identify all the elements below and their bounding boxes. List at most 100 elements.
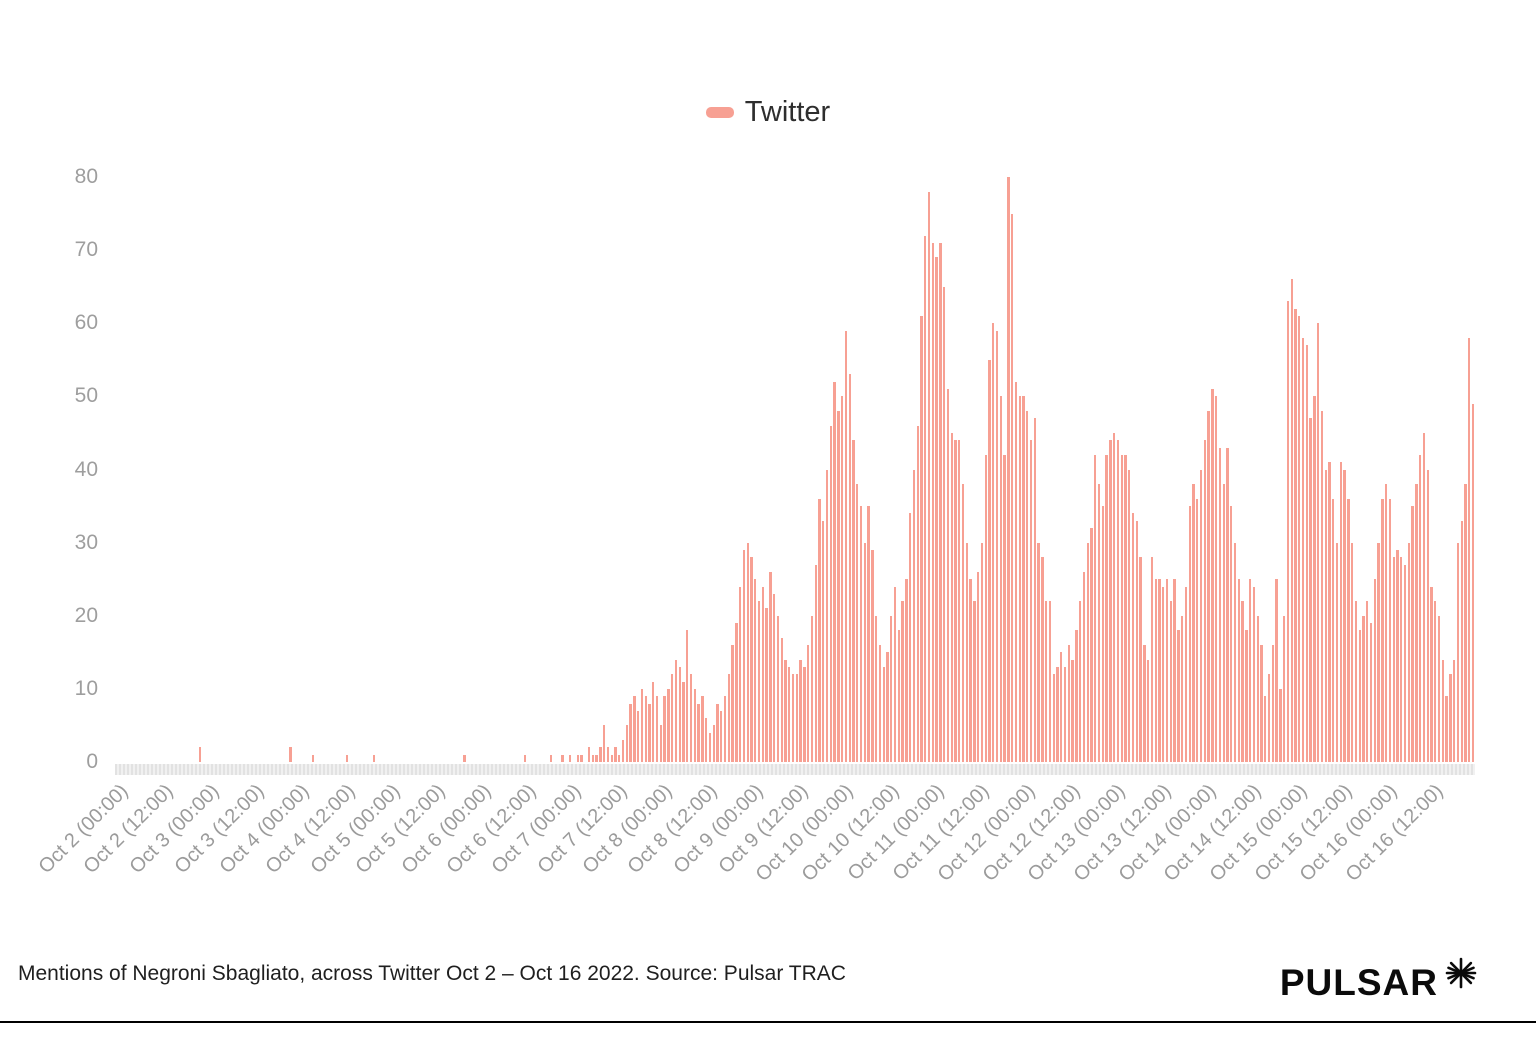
bar: [1252, 586, 1256, 762]
bar: [890, 615, 893, 762]
bar: [595, 754, 598, 762]
bar: [742, 549, 746, 762]
bar: [1422, 432, 1426, 762]
bar: [833, 381, 836, 762]
bar: [346, 754, 349, 762]
bar: [1354, 601, 1358, 762]
bar: [678, 666, 681, 762]
bar: [841, 396, 844, 762]
bar: [1048, 601, 1052, 762]
bar: [909, 513, 912, 762]
bar: [795, 674, 799, 762]
pulsar-starburst-icon: [1445, 957, 1477, 989]
bar: [1169, 601, 1173, 762]
bar: [1347, 498, 1350, 762]
bar: [1256, 615, 1259, 762]
bar: [1158, 579, 1161, 762]
bar: [1135, 520, 1139, 762]
bar: [984, 454, 987, 762]
bar: [1199, 469, 1203, 762]
bar: [561, 754, 564, 762]
bar: [863, 542, 867, 762]
bar: [1339, 462, 1343, 762]
bar: [1116, 440, 1120, 762]
bar: [289, 747, 292, 762]
bar: [1052, 674, 1055, 762]
bar: [663, 696, 666, 762]
pulsar-logo: PULSAR: [1280, 956, 1478, 1001]
bar: [674, 659, 678, 762]
bar: [580, 754, 583, 762]
bar: [705, 718, 708, 762]
y-tick-label: 80: [74, 165, 98, 188]
bar: [893, 586, 897, 762]
y-tick-label: 60: [74, 311, 98, 335]
bar: [610, 754, 613, 762]
bar: [1351, 542, 1354, 762]
bar: [1437, 615, 1441, 762]
bar: [686, 630, 689, 762]
bar: [1139, 557, 1142, 762]
bar: [1033, 418, 1037, 762]
bar: [727, 674, 731, 762]
bar: [882, 666, 885, 762]
bar: [1192, 484, 1195, 762]
bar: [1067, 645, 1071, 762]
bar: [1233, 542, 1237, 762]
bar: [1279, 688, 1282, 762]
bar: [1464, 484, 1467, 762]
bar: [958, 440, 961, 762]
bar: [1415, 484, 1418, 762]
bar: [912, 469, 916, 762]
y-tick-label: 20: [74, 603, 98, 627]
y-tick-label: 70: [74, 238, 98, 262]
bar: [1305, 345, 1309, 762]
bar: [1388, 498, 1392, 762]
bar: [625, 725, 629, 762]
bar: [1324, 469, 1327, 762]
bar: [1373, 579, 1377, 762]
bar: [1063, 666, 1067, 762]
bar: [1041, 557, 1044, 762]
bar: [939, 242, 942, 762]
bar: [1150, 557, 1154, 762]
bar: [637, 710, 640, 762]
bar: [523, 754, 527, 762]
bar: [1320, 411, 1324, 762]
bar: [950, 432, 953, 762]
bar: [1147, 659, 1150, 762]
bar: [1313, 396, 1316, 762]
bar: [1177, 630, 1180, 762]
bar: [1298, 315, 1301, 762]
y-tick-label: 10: [74, 676, 98, 700]
bar: [780, 637, 783, 762]
bar: [1411, 506, 1414, 762]
x-axis: Oct 2 (00:00) Oct 2 (12:00) Oct 3 (00:00) O…: [34, 780, 1475, 970]
bar: [1245, 630, 1248, 762]
bar: [773, 593, 776, 762]
bar: [1090, 528, 1093, 762]
bar: [1165, 579, 1169, 762]
bar: [1207, 411, 1210, 762]
bar: [1211, 389, 1214, 762]
bar: [980, 542, 984, 762]
legend-label-twitter: Twitter: [744, 96, 831, 128]
bar: [1230, 506, 1233, 762]
bar: [614, 747, 617, 762]
pulsar-wordmark: PULSAR: [1279, 962, 1438, 1003]
bar: [765, 608, 768, 762]
bar: [901, 601, 904, 762]
y-tick-label: 40: [74, 457, 98, 481]
legend-swatch-twitter: [705, 107, 734, 118]
bar: [791, 674, 795, 762]
bar: [1120, 454, 1123, 762]
bar: [1275, 579, 1278, 762]
bar: [1264, 696, 1267, 762]
bar: [708, 732, 712, 762]
bar: [825, 469, 829, 762]
bar: [1022, 396, 1025, 762]
bar: [550, 754, 553, 762]
bar: [1105, 454, 1108, 762]
bar: [1203, 440, 1207, 762]
bar: [943, 286, 946, 762]
